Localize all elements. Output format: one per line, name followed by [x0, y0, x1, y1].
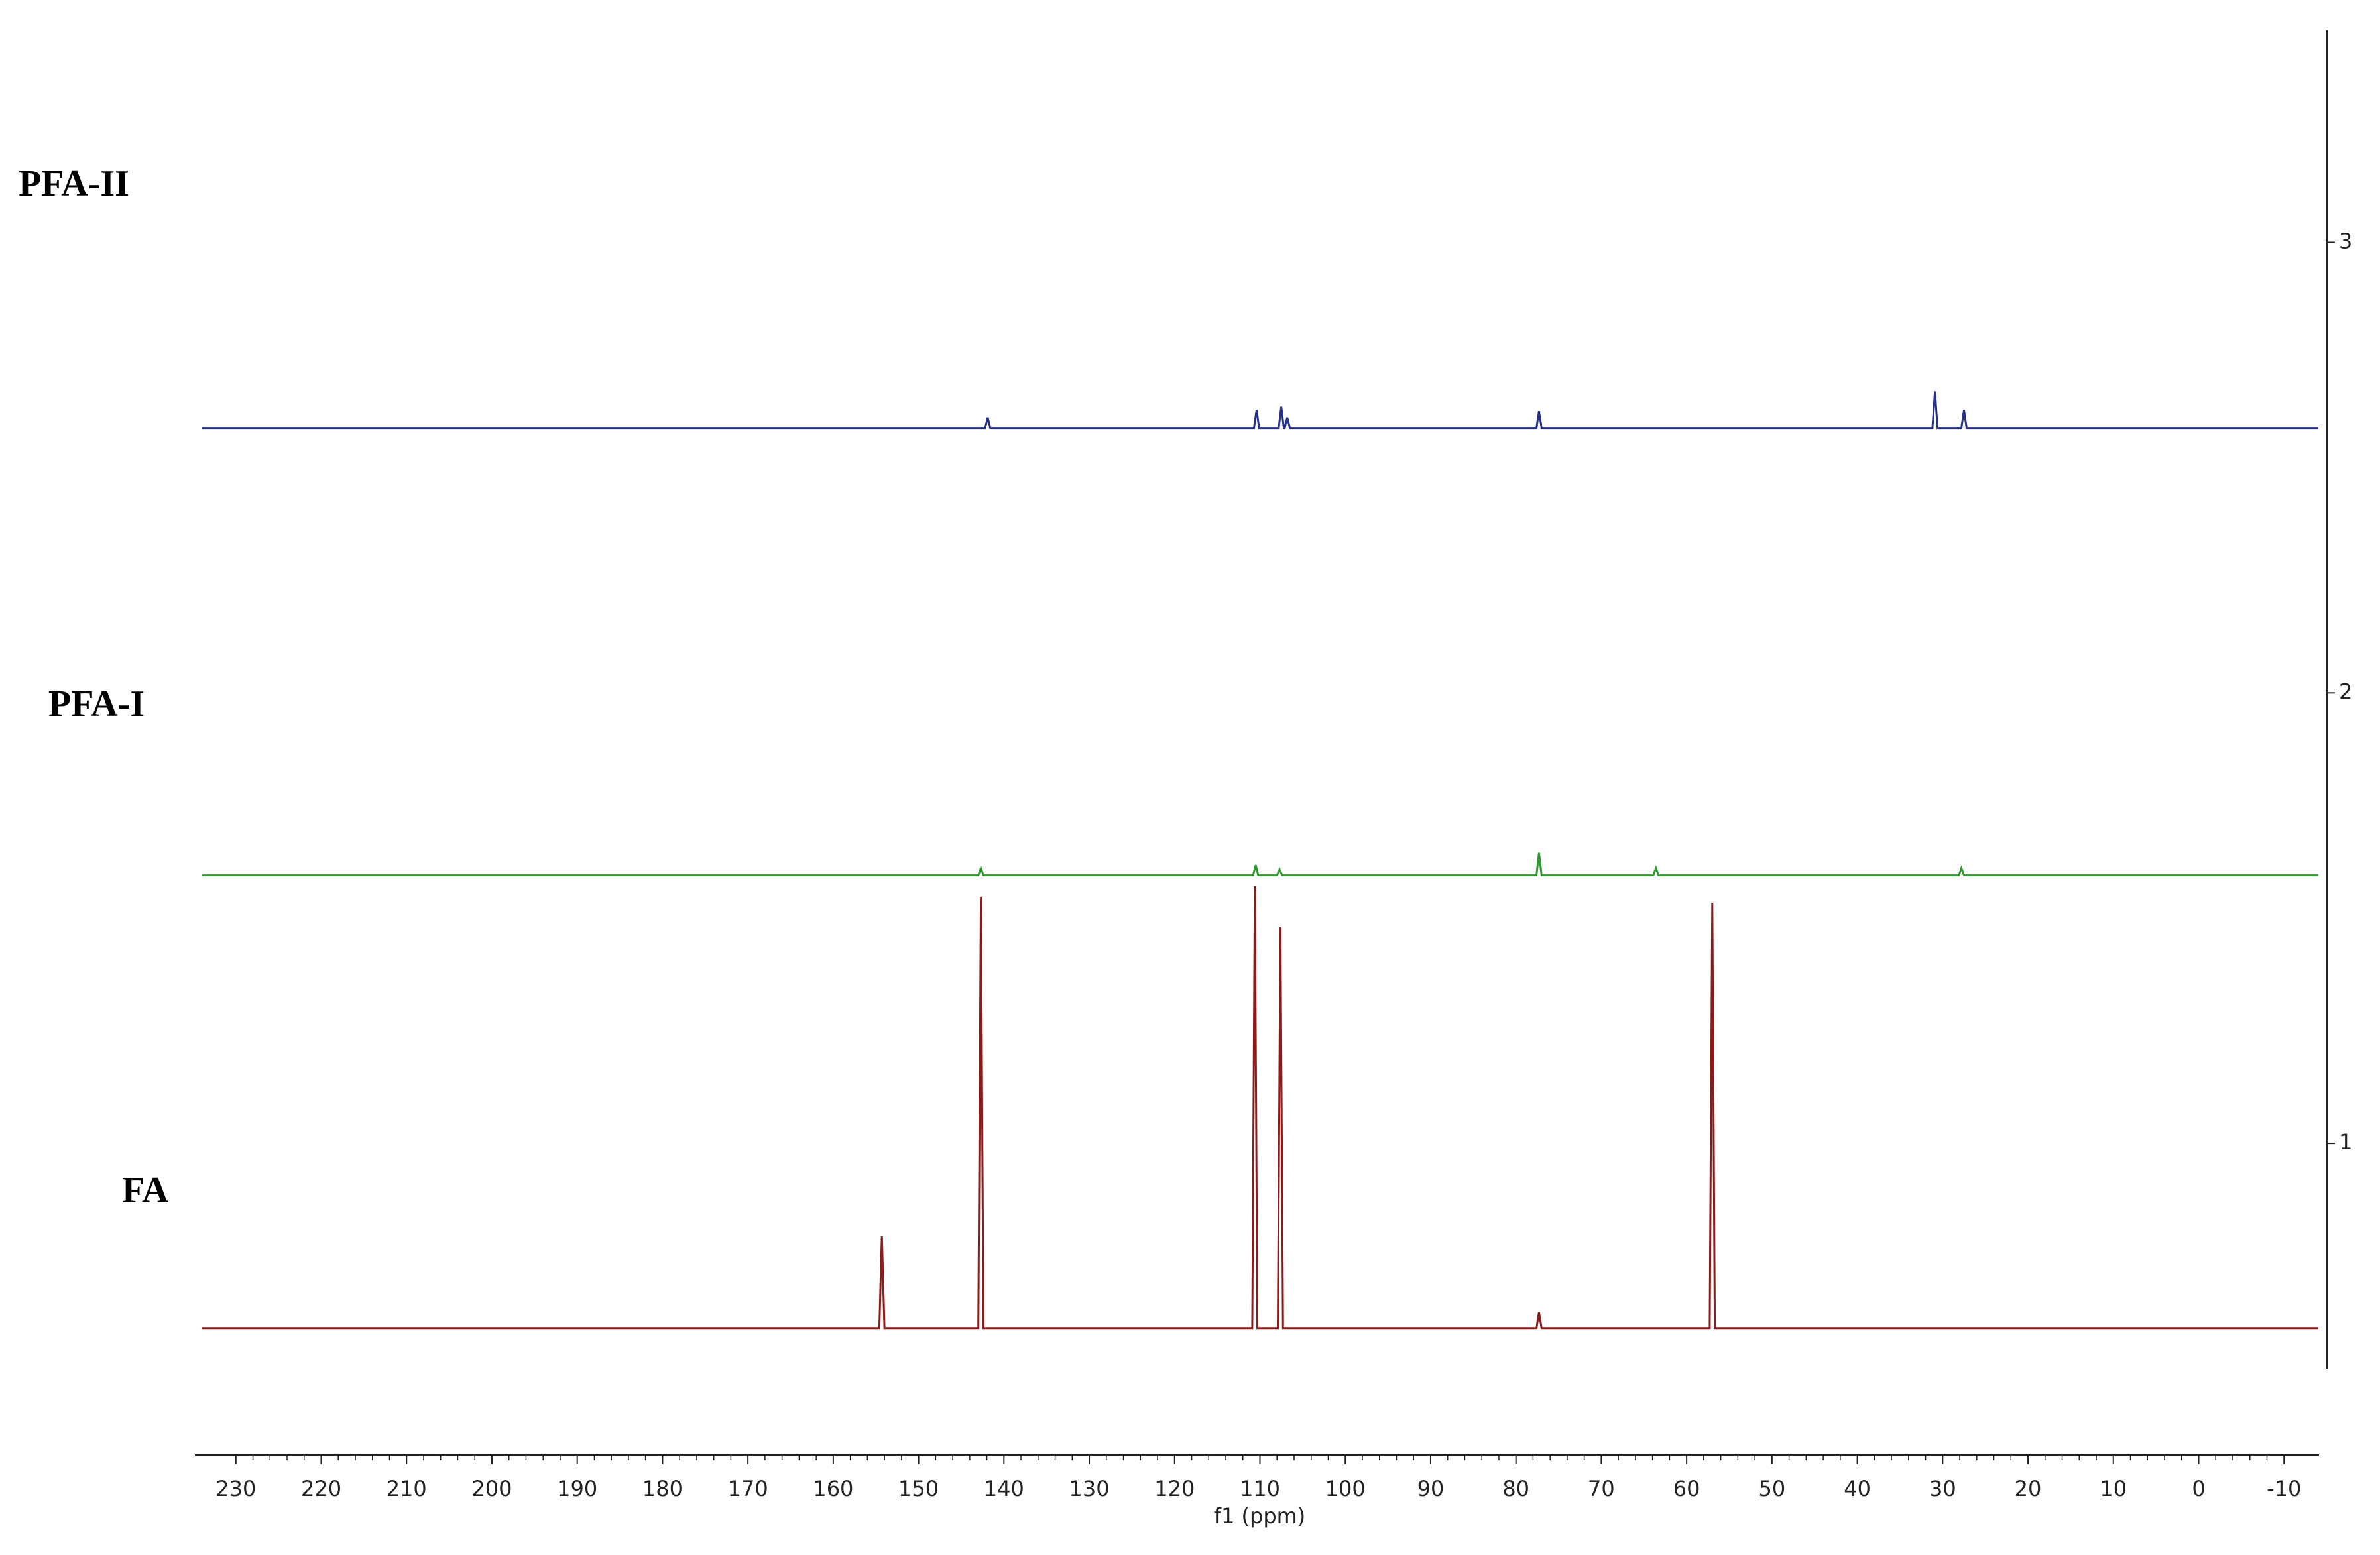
x-tick-label: 140	[984, 1476, 1024, 1501]
x-tick-label: 50	[1759, 1476, 1786, 1501]
y2-tick-label: 1	[2339, 1129, 2352, 1155]
x-tick-label: 170	[728, 1476, 768, 1501]
x-tick-label: 130	[1069, 1476, 1110, 1501]
x-tick-label: 80	[1502, 1476, 1529, 1501]
x-tick-label: -10	[2267, 1476, 2301, 1501]
x-axis-label: f1 (ppm)	[1214, 1503, 1306, 1528]
x-tick-label: 190	[557, 1476, 597, 1501]
spectrum-line	[202, 391, 2318, 430]
x-tick-label: 160	[813, 1476, 853, 1501]
series-label: FA	[122, 1170, 169, 1211]
x-tick-label: 90	[1417, 1476, 1445, 1501]
x-tick-label: 70	[1588, 1476, 1615, 1501]
x-tick-label: 10	[2100, 1476, 2127, 1501]
x-tick-label: 120	[1154, 1476, 1195, 1501]
x-tick-label: 60	[1673, 1476, 1700, 1501]
y2-tick-label: 2	[2339, 679, 2352, 704]
x-tick-label: 40	[1844, 1476, 1871, 1501]
x-tick-label: 210	[387, 1476, 427, 1501]
x-tick-label: 230	[215, 1476, 256, 1501]
x-tick-label: 110	[1240, 1476, 1280, 1501]
y2-tick-label: 3	[2339, 229, 2352, 254]
x-tick-label: 20	[2015, 1476, 2042, 1501]
series-label: PFA-I	[48, 683, 145, 724]
x-tick-label: 200	[471, 1476, 512, 1501]
x-tick-label: 220	[301, 1476, 341, 1501]
x-tick-label: 30	[1929, 1476, 1956, 1501]
series-label: PFA-II	[19, 163, 129, 204]
x-tick-label: 150	[898, 1476, 939, 1501]
x-tick-label: 100	[1325, 1476, 1366, 1501]
x-tick-label: 180	[642, 1476, 683, 1501]
x-tick-label: 0	[2192, 1476, 2205, 1501]
spectrum-line	[202, 886, 2318, 1330]
spectrum-line	[202, 852, 2318, 877]
